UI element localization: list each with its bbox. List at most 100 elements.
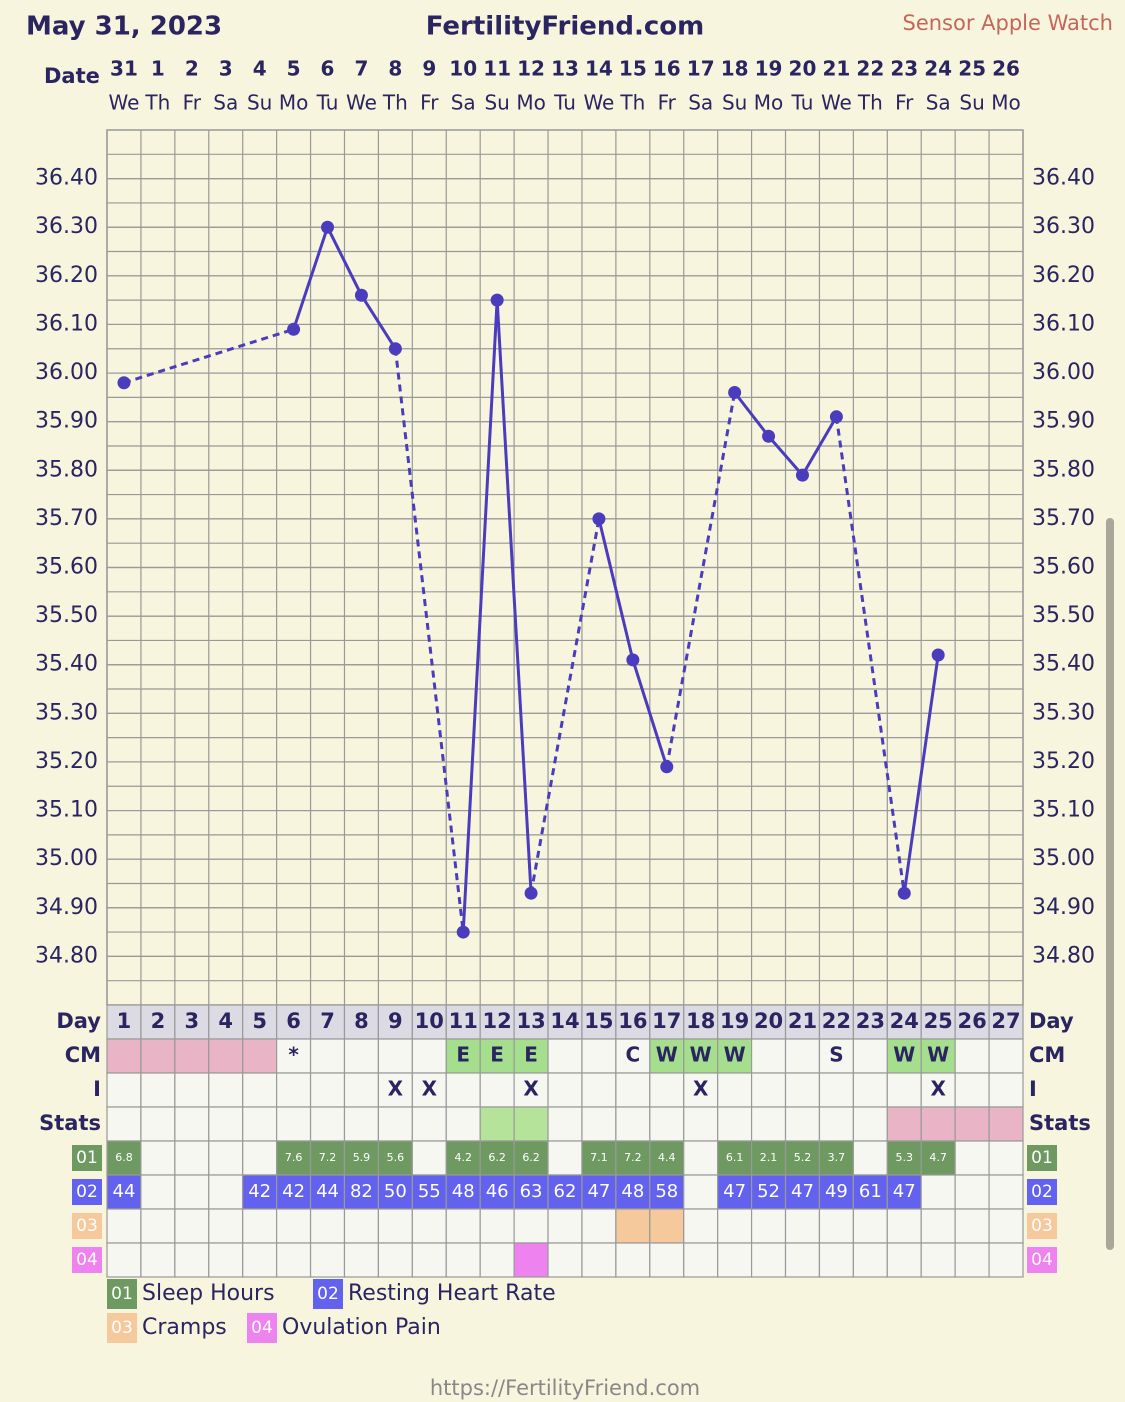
track-value: 7.2: [319, 1151, 337, 1164]
day-number: 7: [320, 1009, 335, 1033]
i-value: X: [930, 1077, 946, 1101]
point: [321, 220, 335, 234]
i-value: X: [693, 1077, 709, 1101]
weekday-label: Sa: [213, 91, 238, 115]
track-value: 7.6: [285, 1151, 303, 1164]
line-segment: [292, 226, 329, 330]
stats-cell: [343, 1106, 380, 1142]
track-cell: [242, 1208, 278, 1244]
weekday-label: Sa: [451, 91, 476, 115]
track-cell: [174, 1140, 210, 1176]
day-cell: [106, 1004, 142, 1040]
weekday-label: Th: [857, 91, 883, 115]
cm-value: W: [927, 1043, 949, 1067]
weekday-label: Su: [722, 91, 747, 115]
y-tick-label: 34.90: [35, 895, 98, 920]
stats-cell: [784, 1106, 821, 1142]
y-tick-label-right: 36.30: [1032, 214, 1095, 239]
track-cell: [276, 1208, 312, 1244]
x-tick-label: 4: [253, 57, 267, 81]
day-cell: [852, 1004, 888, 1040]
track-value: 47: [893, 1181, 916, 1202]
track-cell: [513, 1242, 549, 1278]
track-cell: [581, 1208, 617, 1244]
track-cell: [479, 1208, 515, 1244]
legend-label: Cramps: [142, 1315, 227, 1340]
track-cell: [615, 1242, 651, 1278]
day-number: 10: [415, 1009, 444, 1033]
weekday-label: Sa: [926, 91, 951, 115]
track-cell: [377, 1242, 413, 1278]
track-badge: [72, 1247, 102, 1273]
legend-code: 02: [317, 1284, 339, 1304]
track-badge: [72, 1179, 102, 1205]
y-tick-label-right: 35.70: [1032, 506, 1095, 531]
x-tick-label: 11: [483, 57, 511, 81]
track-cell: [988, 1208, 1024, 1244]
legend-badge: [107, 1279, 137, 1309]
y-tick-label: 36.10: [35, 311, 98, 336]
track-cell: [954, 1242, 990, 1278]
track-cell: [208, 1242, 244, 1278]
i-cell: [309, 1072, 346, 1108]
track-cell: [920, 1208, 956, 1244]
line-segment: [631, 659, 669, 768]
day-number: 26: [957, 1009, 986, 1033]
row-label: CM: [65, 1043, 101, 1067]
track-cell: [818, 1242, 854, 1278]
weekday-label: Su: [247, 91, 272, 115]
track-cell: [513, 1208, 549, 1244]
track-cell: [547, 1208, 583, 1244]
track-cell: [174, 1208, 210, 1244]
i-cell: [818, 1072, 854, 1108]
weekday-label: Fr: [658, 91, 677, 115]
track-value: 42: [248, 1181, 271, 1202]
track-value: 47: [723, 1181, 746, 1202]
day-cell: [276, 1004, 312, 1040]
x-tick-label: 22: [856, 57, 884, 81]
y-tick-label-right: 34.80: [1032, 943, 1095, 968]
i-cell: [242, 1072, 278, 1108]
track-cell: [140, 1174, 176, 1210]
i-cell: [174, 1072, 210, 1108]
weekday-label: We: [109, 91, 140, 115]
day-cell: [479, 1004, 515, 1040]
stats-cell: [988, 1106, 1024, 1142]
sensor-label: Sensor Apple Watch: [903, 11, 1114, 35]
cm-cell: [818, 1038, 854, 1074]
track-cell: [411, 1242, 447, 1278]
legend-code: 03: [111, 1318, 133, 1338]
x-tick-label: 2: [185, 57, 199, 81]
y-tick-label-right: 35.20: [1032, 749, 1095, 774]
track-cell: [445, 1208, 481, 1244]
i-cell: [717, 1072, 753, 1108]
track-cell: [208, 1174, 244, 1210]
day-cell: [174, 1004, 210, 1040]
cm-cell: [750, 1038, 787, 1074]
track-cell: [649, 1208, 685, 1244]
point: [762, 429, 776, 443]
stats-cell: [615, 1106, 651, 1142]
cm-cell: [988, 1038, 1024, 1074]
day-cell: [920, 1004, 956, 1040]
weekday-label: Fr: [183, 91, 202, 115]
track-cell: [750, 1242, 787, 1278]
y-tick-label: 35.60: [35, 555, 98, 580]
legend-code: 04: [251, 1318, 273, 1338]
track-value: 3.7: [828, 1151, 846, 1164]
scrollbar: [1106, 518, 1114, 1250]
day-number: 17: [652, 1009, 681, 1033]
cm-cell: [174, 1038, 210, 1074]
x-tick-label: 8: [388, 57, 402, 81]
weekday-label: Tu: [791, 91, 814, 115]
track-cell: [411, 1140, 447, 1176]
x-tick-label: 21: [822, 57, 850, 81]
track-cell: [445, 1242, 481, 1278]
line-segment: [767, 435, 804, 477]
track-value: 7.2: [624, 1151, 642, 1164]
track-cell: [615, 1208, 651, 1244]
point: [524, 886, 538, 900]
track-cell: [276, 1242, 312, 1278]
